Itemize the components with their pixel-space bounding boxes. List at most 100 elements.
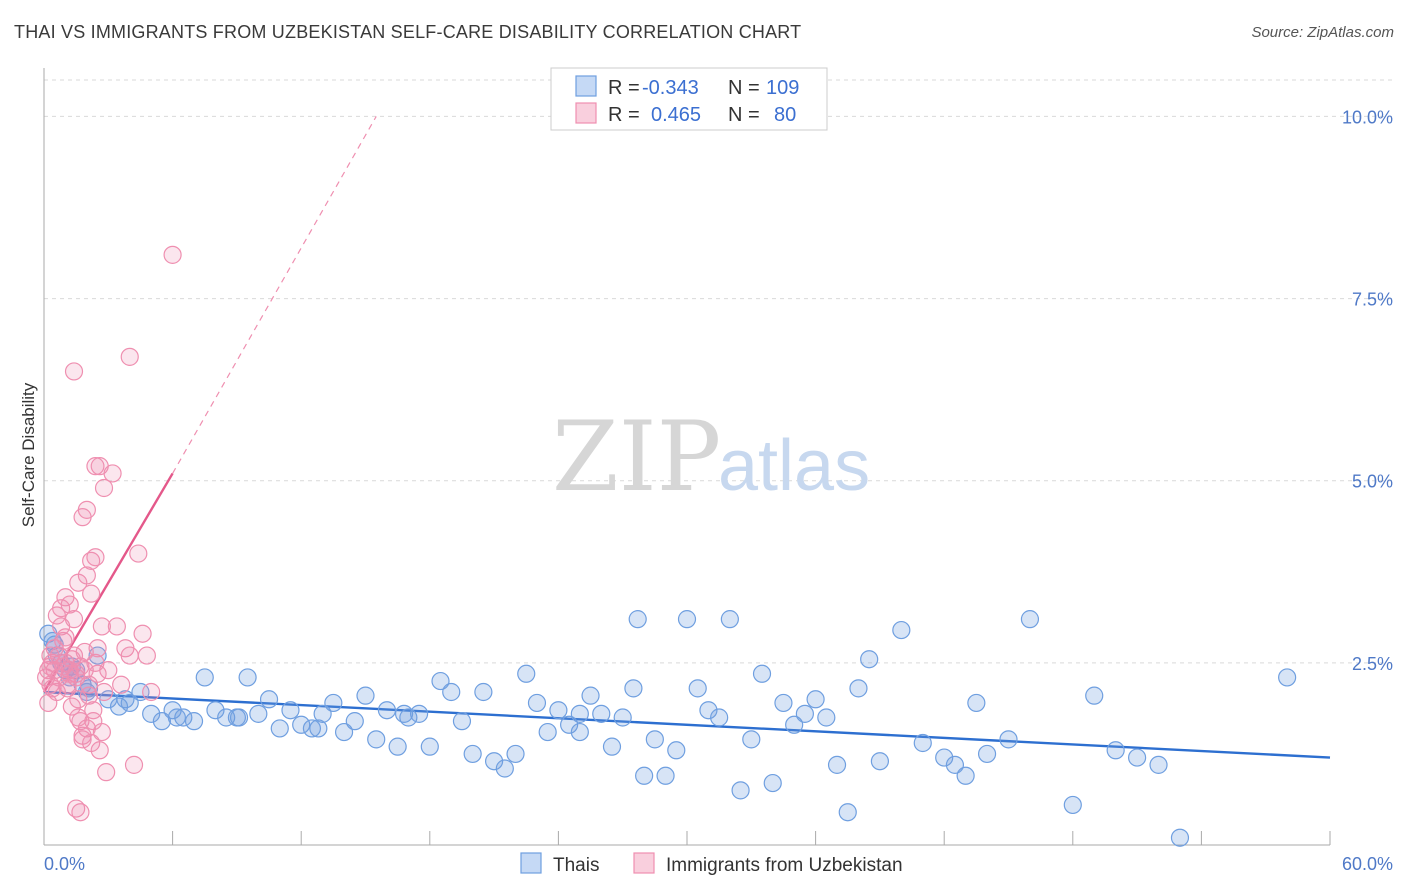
data-point-uzbekistan (77, 500, 96, 519)
chart-source: Source: ZipAtlas.com (1251, 24, 1394, 41)
legend-r-value-2: 0.465 (651, 104, 701, 126)
data-point-thais (945, 755, 965, 774)
legend-n-label-2: N = (728, 104, 760, 126)
data-point-thais (1278, 668, 1297, 687)
data-point-uzbekistan (41, 657, 60, 676)
data-point-thais (334, 722, 354, 742)
data-point-thais (292, 715, 311, 734)
data-point-uzbekistan (120, 646, 139, 665)
legend-n-value-1: 109 (766, 77, 799, 99)
data-point-thais (774, 693, 793, 713)
data-point-uzbekistan (120, 347, 139, 366)
data-point-uzbekistan (71, 803, 90, 822)
data-point-thais (152, 712, 171, 731)
watermark: ZIP atlas (552, 401, 870, 513)
data-point-uzbekistan (86, 548, 105, 567)
data-point-thais (935, 748, 954, 767)
data-point-uzbekistan (73, 730, 92, 749)
data-point-thais (394, 704, 414, 723)
data-point-thais (442, 682, 461, 702)
data-point-thais (1063, 795, 1082, 815)
data-point-thais (377, 701, 397, 720)
data-point-uzbekistan (107, 617, 126, 636)
data-point-thais (677, 610, 697, 629)
data-point-uzbekistan (142, 682, 161, 702)
data-point-uzbekistan (52, 599, 71, 618)
data-point-thais (506, 744, 525, 764)
gridlines (44, 79, 1394, 664)
data-point-thais (731, 781, 750, 800)
data-point-uzbekistan (60, 664, 79, 683)
data-point-thais (602, 737, 622, 756)
x-tick-label: 60.0% (1342, 854, 1393, 874)
data-point-uzbekistan (69, 708, 88, 727)
data-point-uzbekistan (90, 741, 109, 760)
data-point-uzbekistan (112, 675, 131, 694)
data-point-uzbekistan (124, 755, 144, 774)
data-point-uzbekistan (45, 639, 64, 658)
data-point-thais (628, 610, 647, 629)
data-point-thais (217, 708, 236, 727)
x-tick-labels: 0.0% 60.0% (44, 854, 1393, 874)
bottom-legend-thais: Thais (553, 855, 599, 876)
watermark-atlas: atlas (718, 426, 870, 506)
data-point-uzbekistan (129, 544, 148, 563)
data-point-thais (1085, 686, 1104, 705)
data-point-thais (409, 704, 429, 723)
data-point-uzbekistan (82, 584, 101, 603)
data-point-uzbekistan (94, 478, 114, 498)
data-point-thais (142, 704, 161, 723)
data-point-thais (977, 744, 997, 764)
bottom-legend-uzbekistan: Immigrants from Uzbekistan (666, 855, 903, 876)
data-point-thais (613, 708, 632, 727)
legend-r-value-1: -0.343 (642, 77, 699, 99)
data-point-thais (860, 650, 879, 669)
data-point-thais (302, 719, 322, 738)
data-point-thais (109, 697, 129, 716)
data-point-thais (956, 766, 975, 785)
legend-n-value-2: 80 (774, 104, 796, 126)
bottom-legend-swatch-uzbekistan (633, 852, 655, 874)
data-point-thais (570, 704, 589, 723)
data-point-thais (1170, 828, 1190, 847)
data-point-thais (913, 733, 932, 753)
data-point-thais (806, 690, 825, 709)
data-point-uzbekistan (163, 245, 182, 264)
data-point-thais (238, 668, 257, 687)
data-point-thais (249, 704, 268, 723)
data-point-thais (259, 690, 279, 709)
data-point-uzbekistan (56, 628, 75, 647)
data-point-uzbekistan (69, 690, 88, 709)
data-point-thais (560, 715, 579, 734)
data-point-thais (463, 744, 482, 764)
data-point-thais (206, 701, 225, 720)
legend-box (550, 67, 828, 131)
data-point-thais (538, 722, 557, 742)
data-point-thais (431, 671, 450, 691)
data-point-thais (710, 708, 729, 727)
data-point-thais (999, 730, 1018, 749)
data-point-uzbekistan (103, 464, 122, 483)
data-point-thais (1020, 610, 1040, 629)
data-point-thais (184, 712, 204, 731)
legend-r-label-1: R = (608, 77, 640, 99)
legend-r-label-2: R = (608, 104, 640, 126)
bottom-legend-swatch-thais (520, 852, 542, 874)
legend-n-label-1: N = (728, 77, 760, 99)
data-point-uzbekistan (79, 686, 99, 705)
data-point-thais (838, 803, 857, 822)
data-point-thais (817, 708, 836, 727)
data-point-thais (420, 737, 439, 756)
data-point-thais (699, 701, 718, 720)
data-point-thais (645, 730, 664, 749)
data-point-thais (763, 773, 782, 793)
data-point-thais (656, 766, 675, 785)
y-tick-label: 7.5% (1352, 290, 1393, 310)
data-point-uzbekistan (92, 722, 111, 742)
trend-line-thais (43, 690, 1331, 759)
data-point-uzbekistan (75, 642, 94, 662)
data-point-uzbekistan (84, 701, 103, 720)
data-point-uzbekistan (97, 763, 116, 782)
data-point-thais (116, 690, 135, 709)
data-point-thais (624, 679, 643, 698)
